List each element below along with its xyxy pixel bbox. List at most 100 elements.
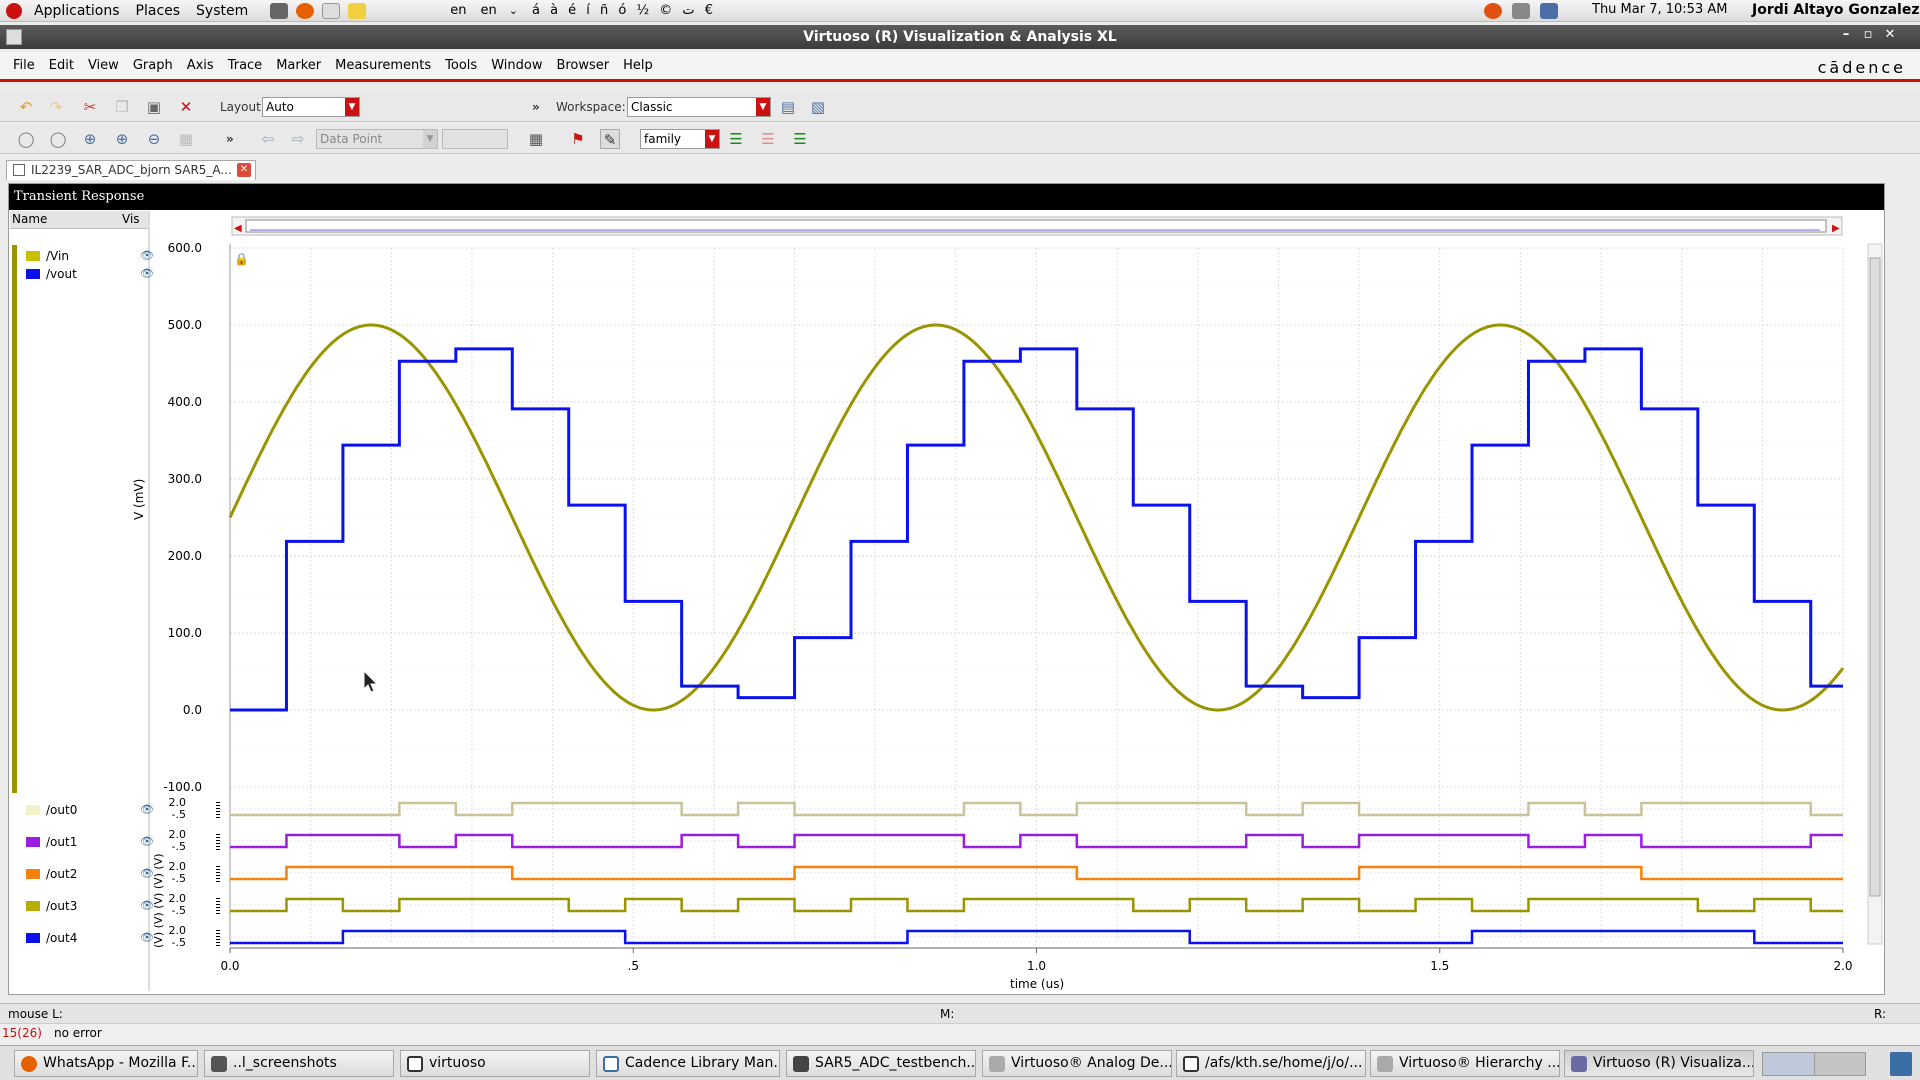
edit-marker-icon[interactable]: ✎ [600,129,620,149]
places-menu[interactable]: Places [135,2,181,19]
trash-icon[interactable] [1890,1052,1912,1076]
system-menu[interactable]: System [196,2,249,19]
family-select[interactable]: family ▼ [640,129,720,149]
visibility-eye-icon[interactable]: 👁 [140,835,154,848]
menu-edit[interactable]: Edit [48,58,74,73]
taskbar-item-analog-design[interactable]: Virtuoso® Analog De... [982,1050,1172,1077]
workspace-save-icon[interactable]: ▤ [780,98,796,116]
visibility-eye-icon[interactable]: 👁 [140,931,154,944]
close-icon[interactable]: ✕ [1884,27,1896,42]
legend-item-vin[interactable]: /Vin 👁 [26,248,154,264]
tab-graph-window[interactable]: IL2239_SAR_ADC_bjorn SAR5_A... ✕ [6,160,256,180]
taskbar-item-library-manager[interactable]: Cadence Library Man... [596,1050,780,1077]
workspace-delete-icon[interactable]: ▧ [810,98,826,116]
visibility-eye-icon[interactable]: 👁 [140,267,154,280]
visibility-eye-icon[interactable]: 👁 [140,899,154,912]
volume-icon[interactable] [1512,3,1530,19]
menu-browser[interactable]: Browser [556,58,610,73]
legend-item-out4[interactable]: /out4 👁 [26,930,154,946]
next-icon[interactable]: ⇨ [291,130,305,148]
zoom-x-icon[interactable]: ⊕ [115,130,129,148]
grid-icon[interactable]: ▦ [178,130,194,148]
cut-icon[interactable]: ✂ [83,98,97,116]
special-chars[interactable]: á à é í ñ ó ½ © ت € [531,3,714,18]
mouse-middle-status: M: [940,1007,955,1021]
zoom-region-icon[interactable]: ◯ [49,130,67,148]
calculator-icon[interactable]: ▦ [528,130,544,148]
mail-icon[interactable] [322,2,341,19]
legend-item-out1[interactable]: /out1 👁 [26,834,154,850]
visibility-eye-icon[interactable]: 👁 [140,867,154,880]
chevron-down-icon[interactable]: ▼ [345,98,359,116]
visibility-eye-icon[interactable]: 👁 [140,249,154,262]
menu-trace[interactable]: Trace [227,58,263,73]
delete-icon[interactable]: ✕ [179,98,193,116]
taskbar-item-visualization[interactable]: Virtuoso (R) Visualiza... [1564,1050,1754,1077]
menu-marker[interactable]: Marker [276,58,322,73]
menu-graph[interactable]: Graph [132,58,173,73]
zoom-fit-icon[interactable]: ◯ [17,130,35,148]
legend-item-out3[interactable]: /out3 👁 [26,898,154,914]
menu-file[interactable]: File [13,58,35,73]
update-icon[interactable] [1484,3,1502,19]
taskbar-item-hierarchy[interactable]: Virtuoso® Hierarchy ... [1370,1050,1560,1077]
redo-icon[interactable]: ↷ [49,98,63,116]
toolbar2-overflow[interactable]: » [226,132,234,146]
applications-menu[interactable]: Applications [34,2,120,19]
adexl-icon [989,1056,1005,1072]
keyboard-layout-1[interactable]: en [450,3,467,18]
network-icon[interactable] [1540,3,1558,19]
paste-icon[interactable]: ▣ [146,98,162,116]
taskbar-item-afs-path[interactable]: /afs/kth.se/home/j/o/... [1176,1050,1366,1077]
keyboard-layout-2[interactable]: en [480,3,497,18]
strip-selection-bar[interactable] [12,245,17,793]
screenshot-icon[interactable] [270,2,289,19]
marker-value-field[interactable] [442,129,508,149]
workspace-select[interactable]: Classic ▼ [627,97,771,117]
family-color-icon[interactable]: ☰ [729,130,743,148]
family-sweep-icon[interactable]: ☰ [761,130,775,148]
family-split-icon[interactable]: ☰ [793,130,807,148]
firefox-icon[interactable] [296,2,315,19]
taskbar-item-whatsapp[interactable]: WhatsApp - Mozilla F... [14,1050,198,1077]
legend-name-header[interactable]: Name [12,212,48,226]
marker-flag-icon[interactable]: ⚑ [571,130,585,148]
copy-icon[interactable]: ❐ [115,98,129,116]
user-name[interactable]: Jordi Altayo Gonzalez [1752,2,1920,18]
legend-item-out0[interactable]: /out0 👁 [26,802,154,818]
workspace-switcher[interactable] [1762,1052,1866,1076]
taskbar-item-virtuoso[interactable]: virtuoso [400,1050,590,1077]
marker-mode-select[interactable]: Data Point ▼ [316,129,438,149]
layout-select[interactable]: Auto ▼ [262,97,360,117]
menu-measurements[interactable]: Measurements [335,58,432,73]
menu-tools[interactable]: Tools [445,58,478,73]
distro-logo-icon[interactable] [6,2,22,19]
menu-view[interactable]: View [87,58,119,73]
legend-item-out2[interactable]: /out2 👁 [26,866,154,882]
chevron-down-icon[interactable]: ▼ [756,98,770,116]
chevron-down-icon[interactable]: ▼ [423,130,437,148]
taskbar-item-screenshots[interactable]: ..l_screenshots [204,1050,394,1077]
toolbar-overflow[interactable]: » [532,100,540,114]
clock[interactable]: Thu Mar 7, 10:53 AM [1592,2,1728,17]
taskbar-item-testbench[interactable]: SAR5_ADC_testbench... [786,1050,976,1077]
legend-item-vout[interactable]: /vout 👁 [26,266,154,282]
chevron-down-icon[interactable]: ▼ [705,130,719,148]
zoom-out-icon[interactable]: ⊖ [147,130,161,148]
chevron-down-icon[interactable]: ⌄ [508,4,518,17]
menu-window[interactable]: Window [491,58,543,73]
menu-help[interactable]: Help [623,58,653,73]
visibility-eye-icon[interactable]: 👁 [140,803,154,816]
undo-icon[interactable]: ↶ [19,98,33,116]
notes-icon[interactable] [348,2,367,19]
previous-icon[interactable]: ⇦ [261,130,275,148]
menu-axis[interactable]: Axis [186,58,214,73]
zoom-in-icon[interactable]: ⊕ [83,130,97,148]
window-menu-icon[interactable] [6,29,22,45]
workspace-1[interactable] [1763,1053,1815,1075]
legend-vis-header[interactable]: Vis [122,212,140,226]
minimize-icon[interactable]: – [1842,27,1850,42]
maximize-icon[interactable]: ▫ [1863,27,1873,42]
close-icon[interactable]: ✕ [237,163,251,177]
